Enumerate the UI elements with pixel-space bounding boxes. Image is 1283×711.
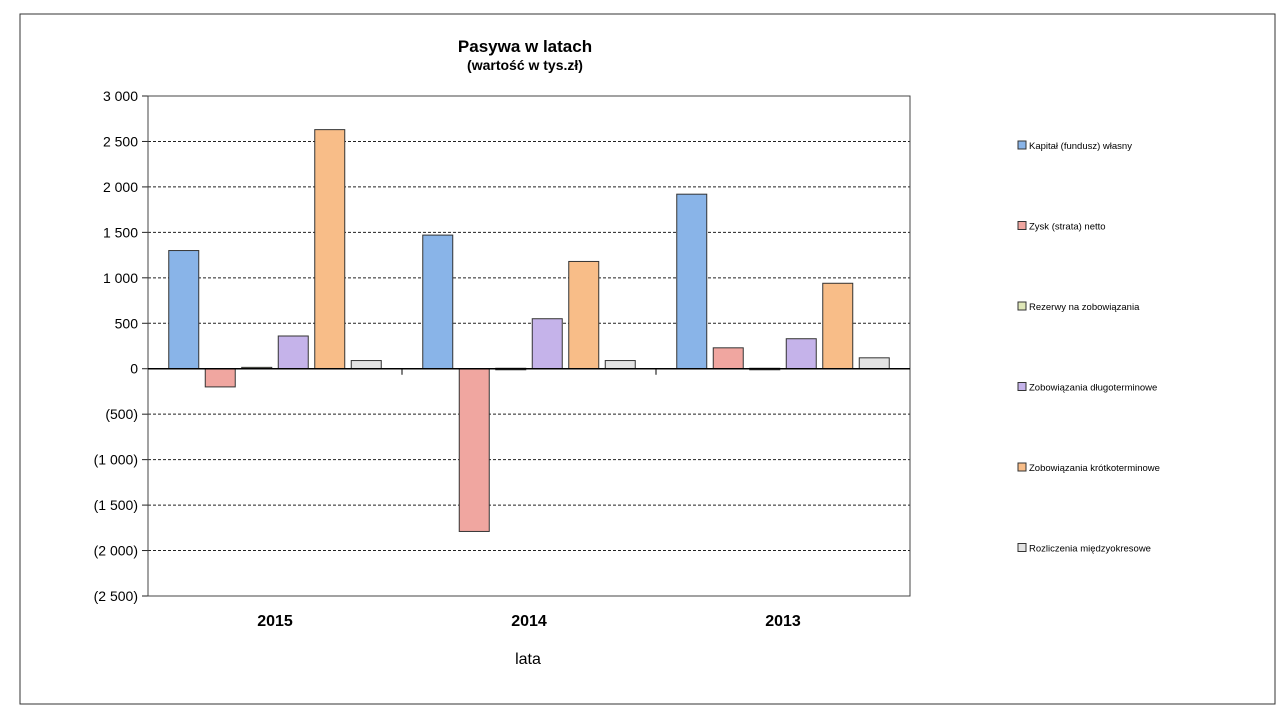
y-tick-label: (2 500) (94, 588, 138, 604)
bar (712, 347, 744, 370)
bar (422, 234, 454, 370)
legend-swatch (1017, 301, 1027, 311)
y-tick-label: (500) (105, 406, 138, 422)
y-tick-label: 500 (115, 315, 139, 331)
y-tick-label: 0 (130, 361, 138, 377)
bar (350, 360, 382, 370)
x-tick-label: 2014 (511, 613, 547, 630)
bar (568, 260, 600, 370)
legend-swatch (1017, 140, 1027, 150)
bar (168, 250, 200, 370)
bar (531, 318, 563, 370)
y-tick-label: 3 000 (103, 88, 138, 104)
x-axis-ticks: 2015 2014 2013 (257, 613, 801, 630)
y-tick-label: (1 500) (94, 497, 138, 513)
legend-label: Zysk (strata) netto (1029, 222, 1106, 233)
y-tick-label: (1 000) (94, 452, 138, 468)
legend-label: Zobowiązania krótkoterminowe (1029, 463, 1160, 474)
chart-border (19, 13, 1276, 705)
x-tick-label: 2013 (765, 613, 801, 630)
y-tick-label: 2 000 (103, 179, 138, 195)
legend-label: Rozliczenia międzyokresowe (1029, 544, 1151, 555)
y-tick-label: 2 500 (103, 133, 138, 149)
x-axis-label: lata (515, 651, 541, 668)
plot-area-border (147, 95, 911, 597)
bar (277, 335, 309, 370)
y-tick-label: 1 500 (103, 224, 138, 240)
legend: Kapitał (fundusz) własny Zysk (strata) ne… (1017, 140, 1160, 555)
legend-swatch (1017, 221, 1027, 230)
bars (168, 129, 890, 532)
bar (858, 357, 890, 370)
legend-label: Zobowiązania długoterminowe (1029, 383, 1157, 394)
bar (785, 338, 817, 370)
legend-label: Kapitał (fundusz) własny (1029, 141, 1132, 152)
y-tick-label: (2 000) (94, 543, 138, 559)
legend-swatch (1017, 543, 1027, 552)
legend-swatch (1017, 382, 1027, 391)
axes (147, 95, 911, 597)
x-tick-label: 2015 (257, 613, 293, 630)
bar (676, 193, 708, 370)
chart-title: Pasywa w latach (458, 37, 592, 56)
bar (822, 282, 854, 370)
legend-label: Rezerwy na zobowiązania (1029, 302, 1140, 313)
chart-subtitle: (wartość w tys.zł) (467, 57, 583, 73)
y-tick-label: 1 000 (103, 270, 138, 286)
bar (604, 360, 636, 370)
legend-swatch (1017, 462, 1027, 472)
bar (314, 129, 346, 370)
y-axis-ticks: 3 000 2 500 2 000 1 500 1 000 500 0 (500) (1 000… (94, 88, 148, 604)
bar (458, 368, 490, 532)
bar (204, 368, 236, 388)
